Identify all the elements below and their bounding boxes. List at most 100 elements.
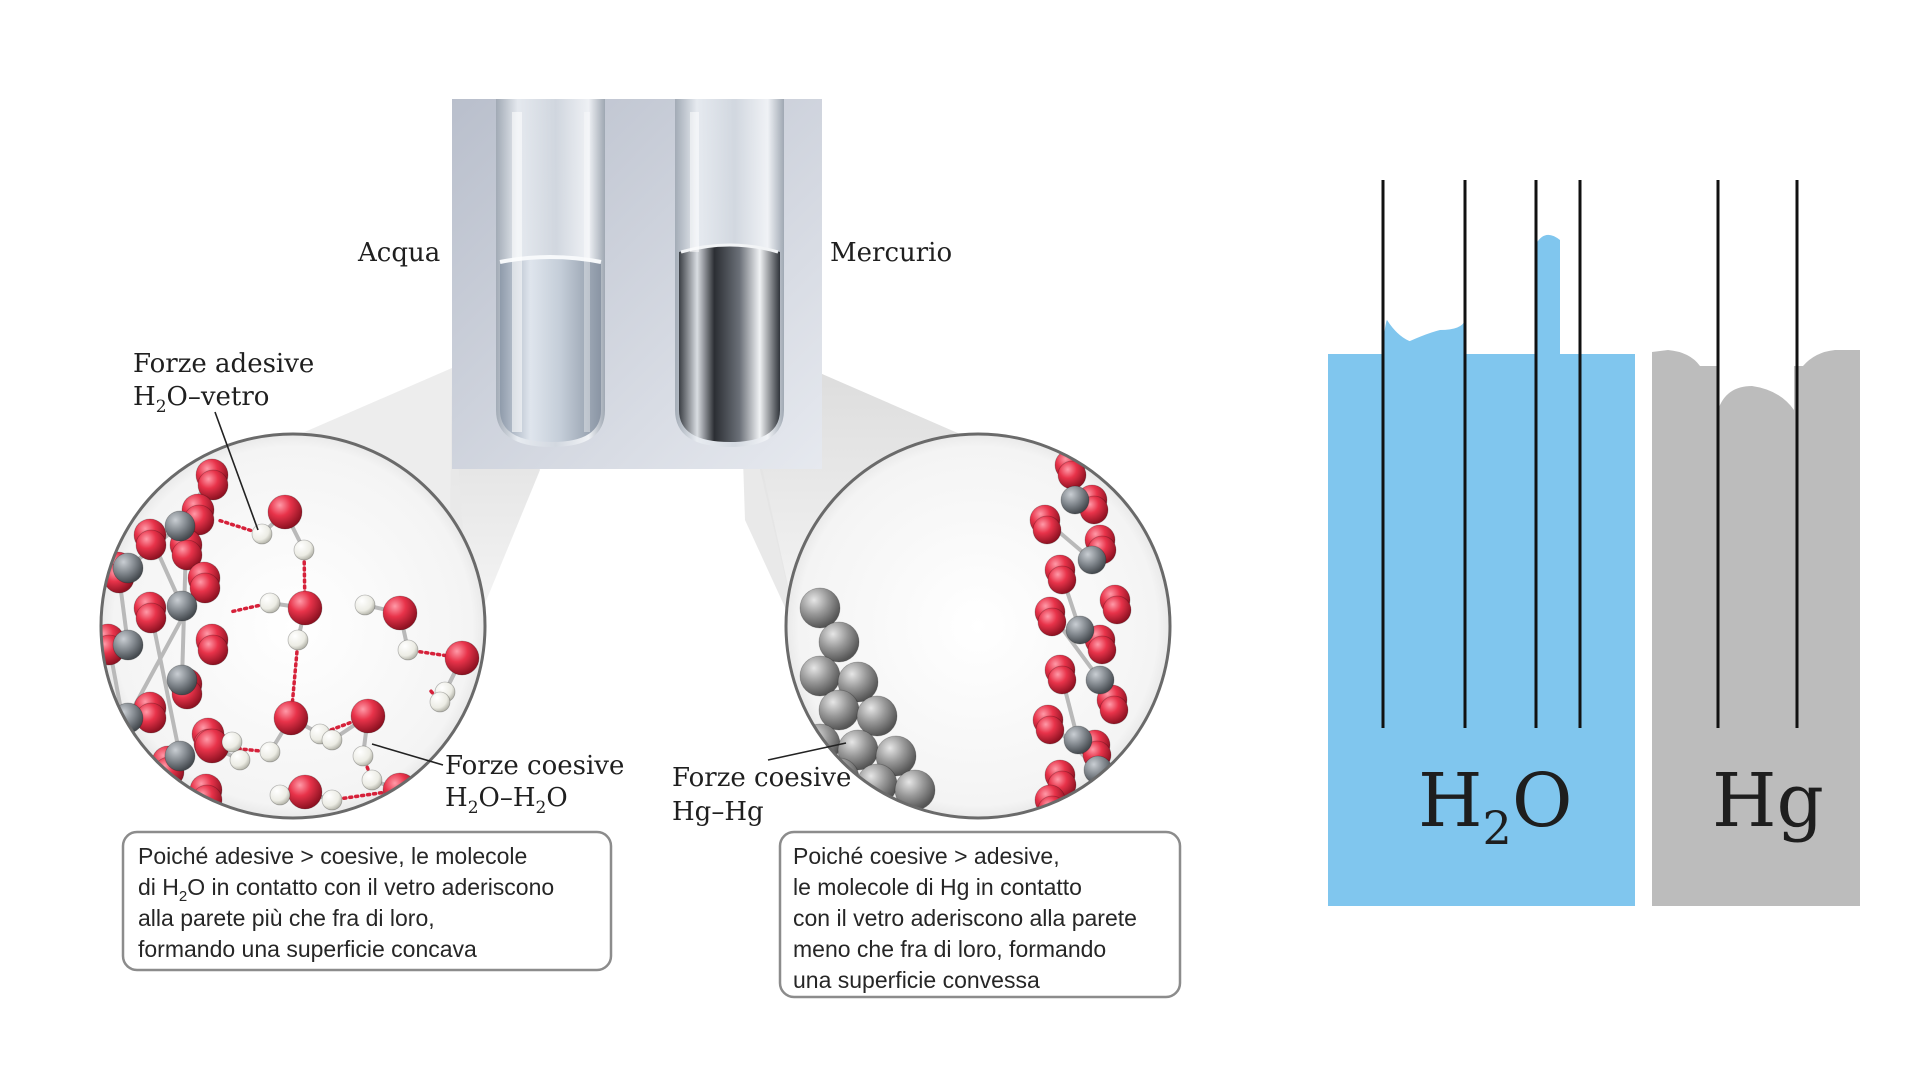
water-caption-line-2: di H2O in contatto con il vetro aderisco… xyxy=(138,874,554,905)
water-hydrogen-atom xyxy=(251,523,273,545)
cohesive-hg-title: Forze coesive xyxy=(672,763,851,793)
water-oxygen-atom xyxy=(287,590,323,626)
adhesive-forces-label: Forze adesive H2O–vetro xyxy=(133,349,314,531)
water-oxygen-atom xyxy=(287,774,323,810)
glass-oxygen-atom xyxy=(197,469,229,501)
glass-oxygen-atom xyxy=(1099,695,1129,725)
water-capillary-schematic: H2O xyxy=(1328,180,1635,906)
water-hydrogen-atom xyxy=(269,784,291,806)
water-caption-line-1: Poiché adesive > coesive, le molecole xyxy=(138,843,527,869)
water-tube-label: Acqua xyxy=(357,238,440,268)
water-hydrogen-atom xyxy=(321,789,343,811)
mercury-caption-line-1: Poiché coesive > adesive, xyxy=(793,843,1060,869)
mercury-test-tube xyxy=(675,99,784,447)
water-hydrogen-atom xyxy=(354,594,376,616)
mercury-schematic-label: Hg xyxy=(1712,758,1824,844)
cohesive-hg-formula: Hg–Hg xyxy=(672,797,764,827)
covalent-bond xyxy=(393,789,402,816)
glass-oxygen-atom xyxy=(1102,595,1132,625)
water-caption-line-4: formando una superficie concava xyxy=(138,936,477,962)
water-test-tube xyxy=(496,99,605,447)
water-hydrogen-atom xyxy=(221,731,243,753)
silicon-atom xyxy=(118,764,150,796)
water-hydrogen-atom xyxy=(287,629,309,651)
glass-oxygen-atom xyxy=(135,602,167,634)
mercury-capillary-schematic: Hg xyxy=(1652,180,1860,906)
silicon-atom xyxy=(1085,665,1115,695)
mercury-atom xyxy=(837,661,879,703)
mercury-atom xyxy=(818,621,860,663)
water-glass-magnified-view xyxy=(99,432,487,820)
water-hydrogen-atom xyxy=(397,639,419,661)
test-tube-photo xyxy=(452,99,822,469)
cohesive-mercury-label: Forze coesive Hg–Hg xyxy=(672,742,851,827)
glass-oxygen-atom xyxy=(101,723,127,757)
silicon-atom xyxy=(112,552,144,584)
glass-oxygen-atom xyxy=(1047,665,1077,695)
mercury-caption-box: Poiché coesive > adesive, le molecole di… xyxy=(778,830,1182,999)
cohesive-water-title: Forze coesive xyxy=(445,751,624,781)
mercury-caption-line-3: con il vetro aderiscono alla parete xyxy=(793,905,1137,931)
water-oxygen-atom xyxy=(382,595,418,631)
cohesive-water-formula: H2O–H2O xyxy=(445,783,568,818)
water-hydrogen-atom xyxy=(429,691,451,713)
glass-oxygen-atom xyxy=(1087,635,1117,665)
glass-oxygen-atom xyxy=(189,572,221,604)
glass-oxygen-atom xyxy=(101,784,129,816)
water-hydrogen-atom xyxy=(384,804,406,818)
mercury-atom xyxy=(799,655,841,697)
mercury-caption-line-5: una superficie convessa xyxy=(793,967,1040,993)
water-schematic-label: H2O xyxy=(1418,758,1573,855)
water-hydrogen-atom xyxy=(293,539,315,561)
glass-oxygen-atom xyxy=(1047,565,1077,595)
water-hydrogen-atom xyxy=(229,749,251,771)
mercury-atom xyxy=(894,769,936,811)
mercury-caption-line-4: meno che fra di loro, formando xyxy=(793,936,1106,962)
mercury-atom xyxy=(799,587,841,629)
water-bath xyxy=(1328,234,1635,906)
glass-oxygen-atom xyxy=(1037,607,1067,637)
glass-oxygen-atom xyxy=(101,734,127,766)
water-oxygen-atom xyxy=(350,698,386,734)
mercury-atom xyxy=(856,695,898,737)
glass-oxygen-atom xyxy=(171,539,203,571)
covalent-bond xyxy=(148,607,182,757)
adhesive-title: Forze adesive xyxy=(133,349,314,379)
silicon-atom xyxy=(1060,485,1090,515)
silicon-atom xyxy=(1063,725,1093,755)
water-hydrogen-atom xyxy=(259,592,281,614)
glass-oxygen-atom xyxy=(191,784,223,816)
adhesive-formula: H2O–vetro xyxy=(133,382,269,417)
glass-oxygen-atom xyxy=(197,634,229,666)
silicon-atom xyxy=(166,664,198,696)
glass-oxygen-atom xyxy=(1097,785,1127,815)
silicon-atom xyxy=(112,629,144,661)
silicon-atom xyxy=(112,702,144,734)
glass-oxygen-atom xyxy=(101,773,129,807)
water-oxygen-atom xyxy=(267,494,303,530)
mercury-caption-line-2: le molecole di Hg in contatto xyxy=(793,874,1082,900)
glass-oxygen-atom xyxy=(1094,774,1126,806)
mercury-atom xyxy=(818,689,860,731)
mercury-atom xyxy=(875,735,917,777)
glass-oxygen-atom xyxy=(135,529,167,561)
mercury-bath xyxy=(1652,350,1860,906)
glass-oxygen-atom xyxy=(1035,715,1065,745)
water-hydrogen-atom xyxy=(361,769,383,791)
water-caption-box: Poiché adesive > coesive, le molecole di… xyxy=(121,830,613,972)
water-hydrogen-atom xyxy=(321,729,343,751)
water-oxygen-atom xyxy=(444,640,480,676)
mercury-atom xyxy=(799,723,841,765)
silicon-atom xyxy=(1077,545,1107,575)
water-hydrogen-atom xyxy=(259,741,281,763)
water-oxygen-atom xyxy=(273,700,309,736)
silicon-atom xyxy=(1083,755,1113,785)
silicon-atom xyxy=(164,740,196,772)
silicon-atom xyxy=(1065,615,1095,645)
mercury-atom xyxy=(799,791,841,818)
glass-oxygen-atom xyxy=(1032,515,1062,545)
mercury-tube-label: Mercurio xyxy=(830,238,952,268)
silicon-atom xyxy=(166,590,198,622)
water-caption-line-3: alla parete più che fra di loro, xyxy=(138,905,435,931)
